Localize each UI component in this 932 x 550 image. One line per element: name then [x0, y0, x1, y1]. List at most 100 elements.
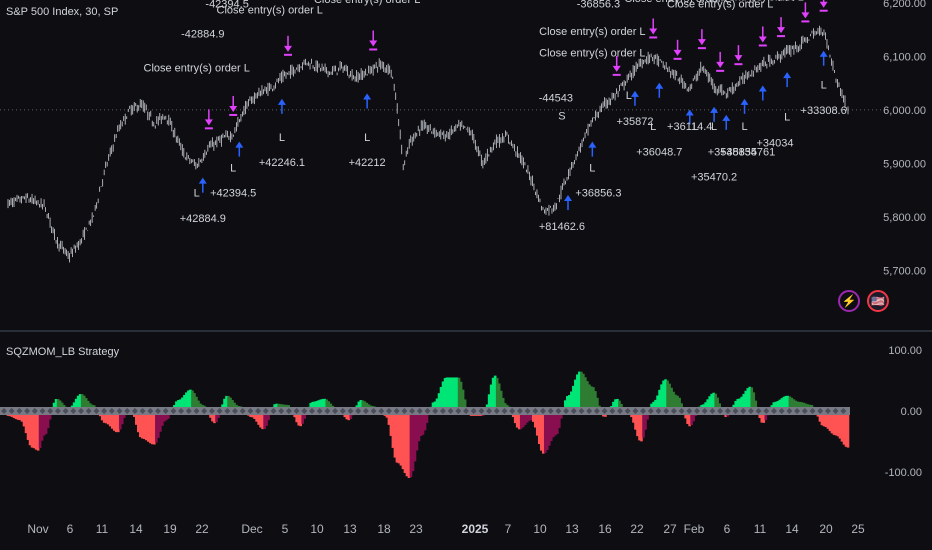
momentum-bar [734, 400, 738, 411]
indicator-title[interactable]: SQZMOM_LB Strategy [6, 346, 120, 358]
momentum-bar [14, 411, 18, 420]
squeeze-dot [670, 408, 677, 414]
squeeze-dot [378, 408, 385, 414]
time-axis-label: 23 [409, 522, 423, 536]
momentum-bar [257, 411, 260, 425]
squeeze-dot [509, 408, 516, 414]
momentum-bar [580, 371, 583, 411]
squeeze-dot [832, 408, 839, 414]
momentum-bar [323, 398, 327, 411]
momentum-bar [455, 377, 459, 411]
indicator-axis-label: -100.00 [885, 467, 922, 479]
axis-layer: 6,200.00 6,100.00 6,000.00 5,900.00 5,800.00… [0, 0, 932, 536]
squeeze-dot [278, 408, 285, 414]
momentum-bar [798, 401, 802, 411]
momentum-bar [437, 393, 441, 411]
momentum-bar [710, 393, 713, 411]
momentum-bar [112, 411, 116, 431]
momentum-bar [459, 381, 463, 411]
momentum-bar [443, 378, 447, 411]
squeeze-dot [717, 408, 724, 414]
momentum-bar [28, 411, 32, 446]
momentum-bar [513, 411, 517, 424]
trade-annotation: Close entry(s) order L [624, 0, 730, 5]
momentum-bar [674, 394, 677, 411]
time-axis-label: 27 [663, 522, 677, 536]
squeeze-dot [232, 408, 238, 414]
momentum-bar [135, 411, 138, 425]
momentum-bar [549, 411, 553, 441]
momentum-bar [738, 398, 742, 411]
momentum-bar [215, 411, 218, 423]
squeeze-dot [147, 408, 154, 414]
trade-annotation: +36048.7 [636, 146, 682, 158]
trade-annotation: +42212 [349, 157, 386, 169]
trade-annotation: Close entry(s) order L [539, 47, 645, 59]
indicator-pane [0, 371, 850, 478]
momentum-bar [521, 411, 525, 428]
squeeze-dot [386, 408, 392, 414]
squeeze-dot [794, 408, 801, 414]
squeeze-dot [162, 408, 169, 414]
momentum-bar [551, 411, 555, 438]
lightning-icon[interactable]: ⚡ [838, 290, 860, 312]
us-flag-icon[interactable]: 🇺🇸 [867, 290, 889, 312]
price-axis-label: 5,700.00 [883, 265, 926, 277]
squeeze-dot [624, 408, 631, 414]
momentum-bar [321, 398, 325, 411]
squeeze-dot [262, 408, 269, 414]
trade-annotation: L [279, 132, 285, 144]
momentum-bar [592, 387, 595, 411]
exit-arrow [819, 0, 828, 12]
momentum-bar [678, 397, 681, 411]
momentum-bar [672, 391, 675, 411]
momentum-bar [451, 377, 455, 411]
momentum-bar [796, 401, 800, 411]
momentum-bar [415, 411, 419, 451]
momentum-bar [16, 411, 20, 420]
momentum-bar [531, 411, 535, 422]
long-entry-arrow [722, 114, 731, 130]
momentum-bar [435, 398, 439, 411]
squeeze-dot [178, 408, 185, 414]
momentum-bar [523, 411, 527, 425]
squeeze-dot [31, 408, 38, 414]
momentum-bar [401, 411, 405, 470]
momentum-bar [359, 400, 363, 411]
trade-annotation: +35470.2 [691, 171, 737, 183]
squeeze-dot [532, 408, 539, 414]
momentum-bar [48, 411, 52, 420]
squeeze-dot [424, 408, 431, 414]
squeeze-dot [501, 408, 508, 414]
momentum-bar [566, 396, 569, 411]
squeeze-dot [347, 408, 354, 414]
squeeze-dot [747, 408, 754, 414]
squeeze-dot [409, 408, 416, 414]
exit-arrow [758, 26, 767, 47]
momentum-bar [347, 411, 351, 421]
momentum-bar [309, 402, 313, 411]
price-chart-title[interactable]: S&P 500 Index, 30, SP [6, 6, 119, 18]
squeeze-dot [16, 408, 23, 414]
long-entry-arrow [710, 106, 719, 122]
momentum-bar [570, 391, 573, 411]
squeeze-dot [54, 408, 61, 414]
momentum-bar [223, 398, 226, 411]
momentum-bar [688, 411, 691, 427]
momentum-bar [686, 411, 689, 425]
squeeze-dot [62, 408, 69, 414]
momentum-bar [574, 379, 577, 411]
momentum-bar [327, 401, 331, 411]
squeeze-dot [47, 408, 54, 414]
momentum-bar [100, 411, 104, 421]
trade-annotation: -42394.5 [205, 0, 248, 10]
squeeze-dot [185, 408, 192, 414]
momentum-bar [319, 399, 323, 411]
momentum-bar [461, 389, 465, 411]
trade-annotation: -36856.3 [577, 0, 620, 10]
momentum-bar [554, 411, 557, 436]
momentum-bar [82, 395, 86, 411]
momentum-bar [141, 411, 144, 439]
squeeze-dot [339, 408, 346, 414]
momentum-bar [403, 411, 407, 473]
